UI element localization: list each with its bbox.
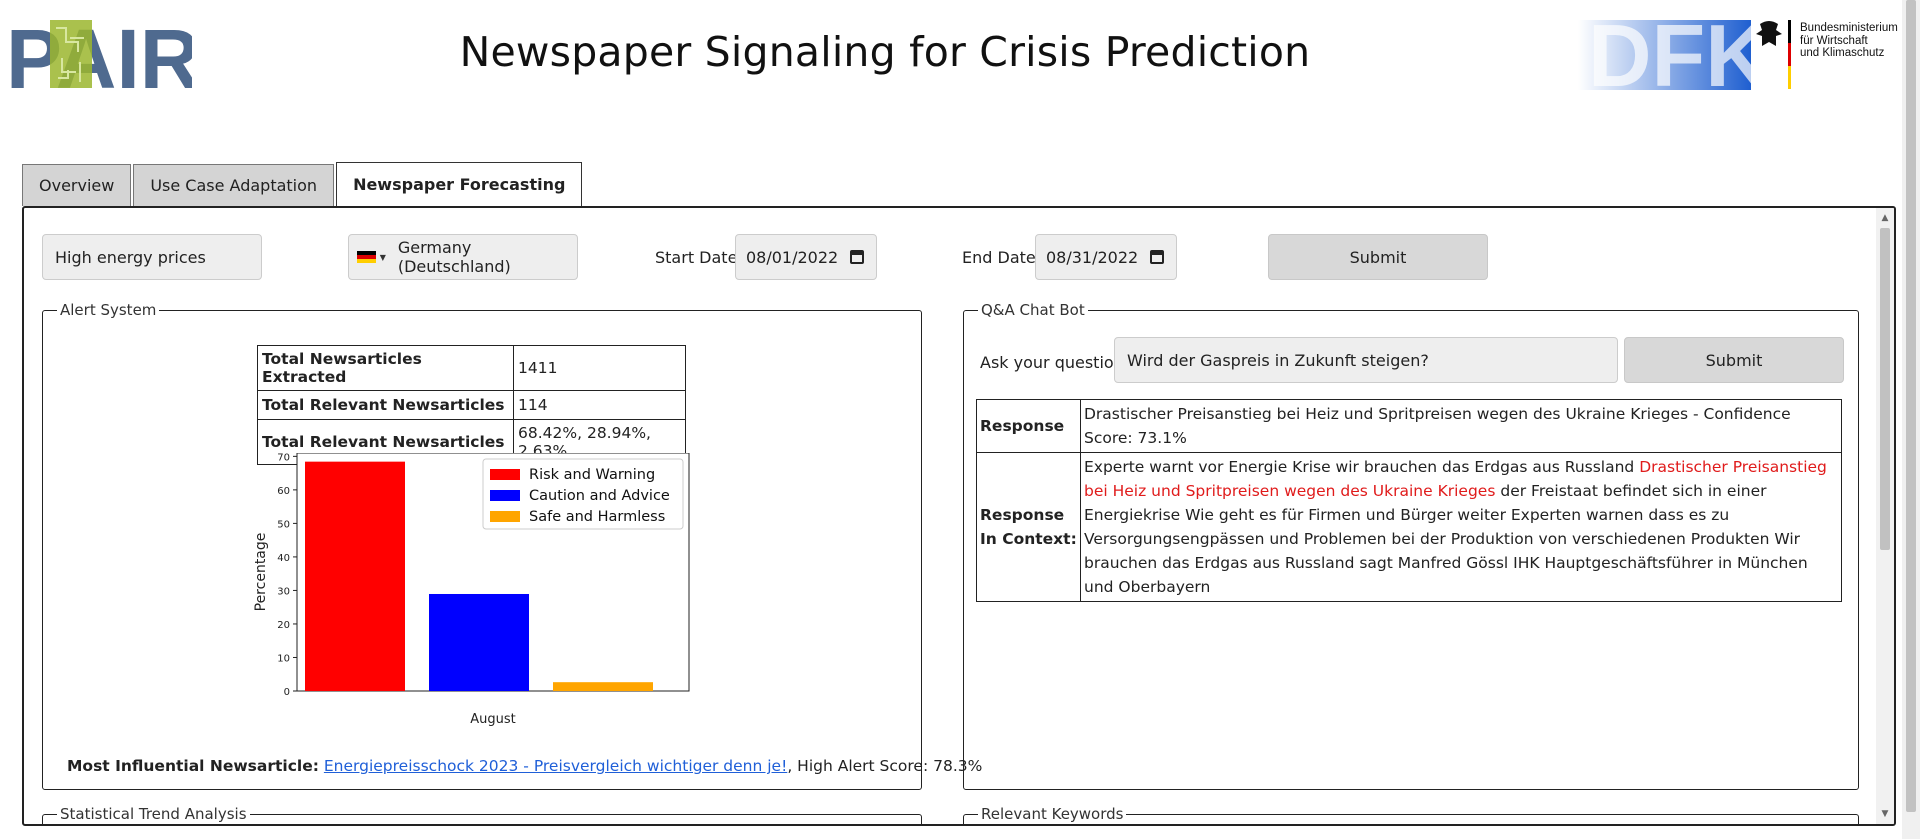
- response-text: Drastischer Preisanstieg bei Heiz und Sp…: [1080, 399, 1842, 453]
- ministry-logo: [1756, 20, 1791, 89]
- ministry-line-2: für Wirtschaft: [1800, 34, 1868, 47]
- page-scrollbar[interactable]: [1902, 0, 1920, 839]
- dfki-logo: DFKI: [1578, 20, 1751, 90]
- chart-legend: [482, 458, 684, 530]
- legend-entry: Risk and Warning: [529, 467, 655, 483]
- stat-value: 1411: [513, 345, 686, 391]
- legend-entry: Safe and Harmless: [529, 509, 665, 525]
- stat-label: Total Newsarticles Extracted: [257, 345, 514, 391]
- response-table: Response Drastischer Preisanstieg bei He…: [976, 399, 1842, 602]
- dfki-logo-text: DFKI: [1588, 20, 1751, 90]
- end-date-label: End Date:: [962, 248, 1042, 267]
- keywords-section: Relevant Keywords: [963, 805, 1859, 824]
- ask-submit-button[interactable]: Submit: [1624, 337, 1844, 383]
- qa-chatbot-section: Q&A Chat Bot Ask your question: Submit R…: [963, 301, 1859, 790]
- y-tick-label: 20: [277, 620, 290, 631]
- bar-caution-and-advice: [429, 593, 529, 691]
- panel-scrollbar-thumb[interactable]: [1880, 228, 1890, 550]
- context-text: Experte warnt vor Energie Krise wir brau…: [1080, 452, 1842, 602]
- page-title: Newspaper Signaling for Crisis Predictio…: [459, 28, 1311, 76]
- end-date-value: 08/31/2022: [1046, 247, 1139, 267]
- alert-system-section: Alert System Total Newsarticles Extracte…: [42, 301, 982, 790]
- y-tick-label: 60: [277, 486, 290, 497]
- country-select[interactable]: ▼ Germany (Deutschland): [348, 234, 578, 280]
- calendar-icon[interactable]: [850, 250, 864, 264]
- y-tick-label: 70: [277, 453, 290, 463]
- trend-analysis-section: Statistical Trend Analysis: [42, 805, 922, 824]
- tab-use-case-adaptation[interactable]: Use Case Adaptation: [133, 164, 335, 206]
- table-row: Response In Context: Experte warnt vor E…: [976, 452, 1842, 602]
- x-axis-label: August: [470, 712, 516, 727]
- stat-value: 114: [513, 390, 686, 420]
- country-label: Germany (Deutschland): [397, 238, 511, 276]
- context-before: Experte warnt vor Energie Krise wir brau…: [1084, 458, 1640, 476]
- forecasting-panel: ▼ Germany (Deutschland) Start Date: 08/0…: [22, 206, 1896, 826]
- bar-safe-and-harmless: [553, 682, 653, 691]
- start-date-input[interactable]: 08/01/2022: [735, 234, 877, 280]
- keywords-legend: Relevant Keywords: [978, 805, 1127, 823]
- context-label: Response In Context:: [976, 452, 1081, 602]
- legend-swatch: [490, 511, 520, 522]
- table-row: Response Drastischer Preisanstieg bei He…: [976, 399, 1842, 453]
- response-label: Response: [976, 399, 1081, 453]
- end-date-input[interactable]: 08/31/2022: [1035, 234, 1177, 280]
- stat-label: Total Relevant Newsarticles: [257, 390, 514, 420]
- context-highlight: Drastischer Preisanstieg bei Heiz und Sp…: [1084, 458, 1827, 500]
- influential-label: Most Influential Newsarticle:: [67, 757, 319, 775]
- ministry-name: Bundesministerium für Wirtschaft und Kli…: [1800, 22, 1898, 60]
- tab-bar: Overview Use Case Adaptation Newspaper F…: [22, 162, 584, 208]
- legend-swatch: [490, 469, 520, 480]
- qa-chatbot-legend: Q&A Chat Bot: [978, 301, 1088, 319]
- pairs-logo: PAIRS: [10, 18, 192, 90]
- ministry-line-1: Bundesministerium: [1800, 22, 1898, 34]
- chevron-down-icon: ▼: [379, 252, 386, 262]
- high-alert-score: , High Alert Score: 78.3%: [787, 757, 983, 775]
- y-tick-label: 10: [277, 653, 290, 664]
- topic-input[interactable]: [42, 234, 262, 280]
- start-date-value: 08/01/2022: [746, 247, 839, 267]
- legend-entry: Caution and Advice: [529, 488, 670, 504]
- ministry-line-3: und Klimaschutz: [1800, 47, 1885, 59]
- tab-overview[interactable]: Overview: [22, 164, 132, 206]
- y-axis-label: Percentage: [253, 533, 269, 612]
- y-tick-label: 40: [277, 553, 290, 564]
- scroll-up-icon[interactable]: ▲: [1881, 213, 1889, 223]
- germany-flag-icon: [357, 250, 376, 264]
- ask-question-label: Ask your question:: [980, 353, 1130, 372]
- page-scrollbar-thumb[interactable]: [1906, 0, 1916, 812]
- legend-swatch: [490, 490, 520, 501]
- start-date-label: Start Date:: [655, 248, 743, 267]
- alert-bar-chart: 0 10 20 30 40 50 60 70 Percentage August Risk and …: [253, 453, 690, 727]
- calendar-icon[interactable]: [1150, 250, 1164, 264]
- panel-scrollbar[interactable]: ▲ ▼: [1876, 208, 1894, 824]
- alert-system-legend: Alert System: [57, 301, 160, 319]
- influential-article-link[interactable]: Energiepreisschock 2023 - Preisvergleich…: [323, 757, 788, 775]
- submit-button[interactable]: Submit: [1268, 234, 1488, 280]
- bar-risk-and-warning: [305, 461, 405, 691]
- table-row: Total Relevant Newsarticles 114: [257, 390, 686, 420]
- pairs-logo-text: PAIRS: [10, 18, 192, 90]
- most-influential-article: Most Influential Newsarticle: Energiepre…: [67, 757, 982, 775]
- tab-newspaper-forecasting[interactable]: Newspaper Forecasting: [336, 162, 583, 208]
- context-after: der Freistaat befindet sich in einer Ene…: [1084, 482, 1808, 596]
- y-tick-label: 50: [277, 519, 290, 530]
- y-tick-label: 0: [284, 687, 290, 698]
- y-tick-label: 30: [277, 586, 290, 597]
- stats-table: Total Newsarticles Extracted 1411 Total …: [257, 345, 686, 465]
- trend-analysis-legend: Statistical Trend Analysis: [57, 805, 250, 823]
- table-row: Total Newsarticles Extracted 1411: [257, 345, 686, 391]
- scroll-down-icon[interactable]: ▼: [1881, 809, 1889, 819]
- question-input[interactable]: [1114, 337, 1618, 383]
